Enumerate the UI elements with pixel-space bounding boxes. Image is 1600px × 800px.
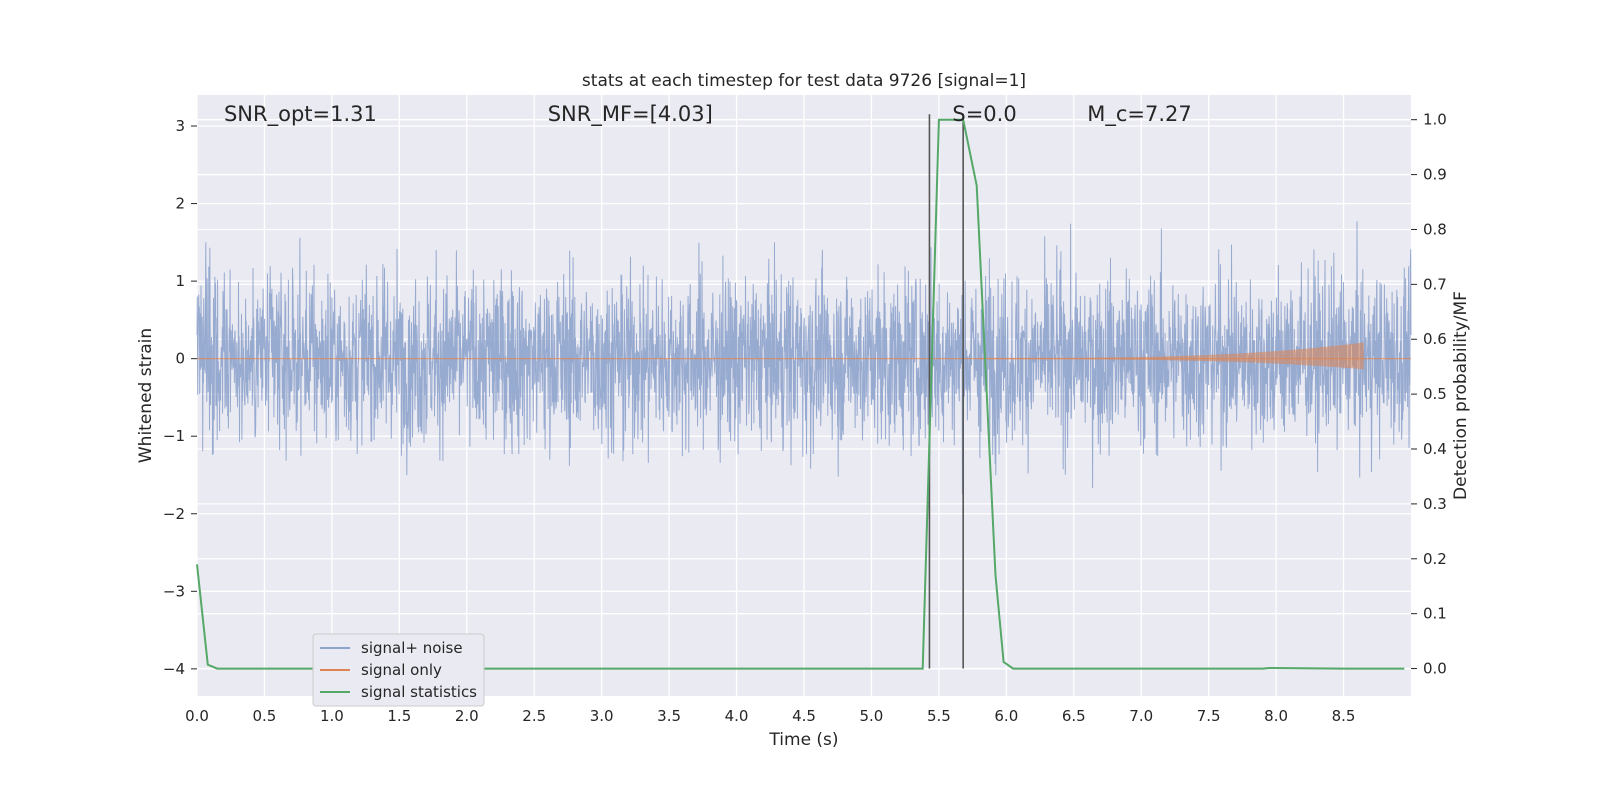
left-y-tick-label: −3	[163, 582, 185, 600]
right-y-axis-label: Detection probability/MF	[1451, 291, 1471, 500]
annotation-snr-opt: SNR_opt=1.31	[224, 102, 377, 127]
x-tick-label: 8.5	[1332, 707, 1356, 725]
right-y-tick-label: 0.5	[1423, 385, 1447, 403]
signal-only-series	[197, 342, 1411, 370]
annotation-mc-value: M_c=7.27	[1087, 102, 1192, 127]
legend: signal+ noise signal only signal statistic…	[312, 633, 485, 707]
right-y-tick-label: 1.0	[1423, 111, 1447, 129]
x-tick-label: 3.5	[657, 707, 681, 725]
signal-only-chirp	[979, 342, 1364, 370]
right-y-tick-label: 0.2	[1423, 550, 1447, 568]
annotations: SNR_opt=1.31 SNR_MF=[4.03] S=0.0 M_c=7.27	[224, 102, 1192, 127]
annotation-s-value: S=0.0	[952, 102, 1016, 126]
x-tick-label: 7.5	[1197, 707, 1221, 725]
left-y-tick-label: −1	[163, 427, 185, 445]
x-tick-label: 0.5	[253, 707, 277, 725]
x-axis-ticks: 0.0 0.5 1.0 1.5 2.0 2.5 3.0 3.5 4.0 4.5 5.0 5.5 6.0 6…	[185, 707, 1355, 725]
grid-lines	[196, 95, 1411, 696]
x-axis-label: Time (s)	[768, 730, 838, 750]
right-y-tick-label: 0.7	[1423, 275, 1447, 293]
left-y-tick-label: −4	[163, 660, 185, 678]
left-y-tick-label: 2	[175, 195, 185, 213]
legend-label: signal statistics	[361, 683, 477, 701]
right-y-tick-label: 0.9	[1423, 166, 1447, 184]
right-y-tick-label: 0.0	[1423, 660, 1447, 678]
x-tick-label: 6.0	[994, 707, 1018, 725]
left-y-axis-ticks: −4 −3 −2 −1 0 1 2 3	[163, 117, 197, 678]
left-y-tick-label: −2	[163, 505, 185, 523]
x-tick-label: 0.0	[185, 707, 209, 725]
x-tick-label: 7.0	[1129, 707, 1153, 725]
x-tick-label: 1.5	[387, 707, 411, 725]
x-tick-label: 5.0	[860, 707, 884, 725]
x-tick-label: 2.5	[522, 707, 546, 725]
right-y-tick-label: 0.3	[1423, 495, 1447, 513]
signal-statistics-series	[196, 118, 1405, 670]
x-tick-label: 1.0	[320, 707, 344, 725]
legend-box	[312, 633, 485, 707]
x-tick-label: 6.5	[1062, 707, 1086, 725]
right-y-tick-label: 0.1	[1423, 605, 1447, 623]
x-tick-label: 2.0	[455, 707, 479, 725]
x-tick-label: 8.0	[1264, 707, 1288, 725]
right-y-tick-label: 0.6	[1423, 330, 1447, 348]
annotation-snr-mf: SNR_MF=[4.03]	[548, 102, 713, 127]
signal-noise-line	[196, 221, 1412, 495]
right-y-axis-ticks: 0.0 0.1 0.2 0.3 0.4 0.5 0.6 0.7 0.8 0.9 1.0	[1411, 111, 1447, 678]
right-y-tick-label: 0.8	[1423, 220, 1447, 238]
left-y-tick-label: 3	[175, 117, 185, 135]
left-y-axis-label: Whitened strain	[136, 328, 156, 463]
x-tick-label: 3.0	[590, 707, 614, 725]
right-y-tick-label: 0.4	[1423, 440, 1447, 458]
chart-title: stats at each timestep for test data 972…	[582, 71, 1026, 91]
x-tick-label: 4.0	[725, 707, 749, 725]
vertical-markers	[928, 114, 964, 669]
signal-noise-series	[196, 221, 1412, 495]
left-y-tick-label: 1	[175, 272, 185, 290]
x-tick-label: 5.5	[927, 707, 951, 725]
legend-label: signal only	[361, 661, 442, 679]
signal-statistics-line	[196, 118, 1405, 670]
left-y-tick-label: 0	[175, 350, 185, 368]
x-tick-label: 4.5	[792, 707, 816, 725]
legend-label: signal+ noise	[361, 639, 463, 657]
